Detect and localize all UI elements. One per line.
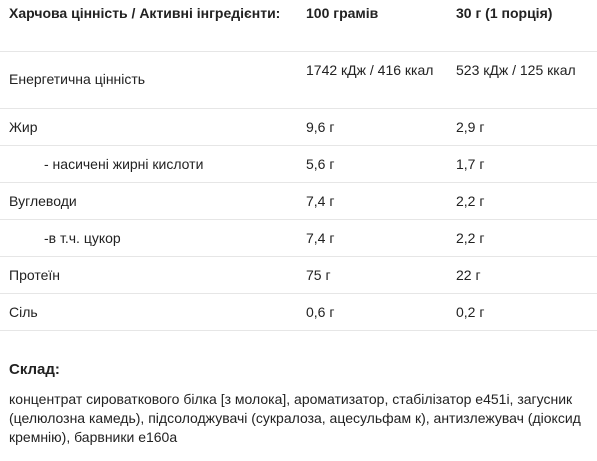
table-row: -в т.ч. цукор 7,4 г 2,2 г: [0, 220, 597, 257]
nutrient-name: -в т.ч. цукор: [44, 230, 121, 246]
nutrition-table: Харчова цінність / Активні інгредієнти: …: [0, 0, 597, 331]
table-header-row: Харчова цінність / Активні інгредієнти: …: [0, 0, 597, 52]
nutrient-name: Протеїн: [9, 267, 60, 283]
value-per-100g: 1742 кДж / 416 ккал: [306, 62, 434, 78]
table-row: - насичені жирні кислоти 5,6 г 1,7 г: [0, 146, 597, 183]
nutrient-name: Жир: [9, 119, 38, 135]
header-nutrient: Харчова цінність / Активні інгредієнти:: [9, 5, 281, 21]
value-per-serving: 523 кДж / 125 ккал: [456, 62, 576, 78]
value-per-serving: 2,2 г: [456, 193, 485, 209]
table-row: Енергетична цінність 1742 кДж / 416 ккал…: [0, 52, 597, 109]
composition-text: концентрат сироваткового білка [з молока…: [9, 391, 581, 445]
value-per-100g: 7,4 г: [306, 230, 335, 246]
value-per-100g: 5,6 г: [306, 156, 335, 172]
header-per-100g: 100 грамів: [306, 5, 379, 21]
composition-title: Склад:: [9, 361, 60, 378]
value-per-100g: 9,6 г: [306, 119, 335, 135]
nutrient-name: Вуглеводи: [9, 193, 77, 209]
value-per-serving: 2,2 г: [456, 230, 485, 246]
value-per-100g: 0,6 г: [306, 304, 335, 320]
nutrient-name: Сіль: [9, 304, 38, 320]
table-row: Жир 9,6 г 2,9 г: [0, 109, 597, 146]
value-per-100g: 7,4 г: [306, 193, 335, 209]
nutrient-name: - насичені жирні кислоти: [44, 156, 204, 172]
header-per-serving: 30 г (1 порція): [456, 5, 553, 21]
table-row: Вуглеводи 7,4 г 2,2 г: [0, 183, 597, 220]
value-per-serving: 2,9 г: [456, 119, 485, 135]
value-per-serving: 0,2 г: [456, 304, 485, 320]
composition-section: Склад: концентрат сироваткового білка [з…: [9, 360, 594, 447]
nutrient-name: Енергетична цінність: [9, 71, 146, 87]
table-row: Протеїн 75 г 22 г: [0, 257, 597, 294]
table-row: Сіль 0,6 г 0,2 г: [0, 294, 597, 331]
value-per-serving: 22 г: [456, 267, 481, 283]
value-per-100g: 75 г: [306, 267, 331, 283]
value-per-serving: 1,7 г: [456, 156, 485, 172]
